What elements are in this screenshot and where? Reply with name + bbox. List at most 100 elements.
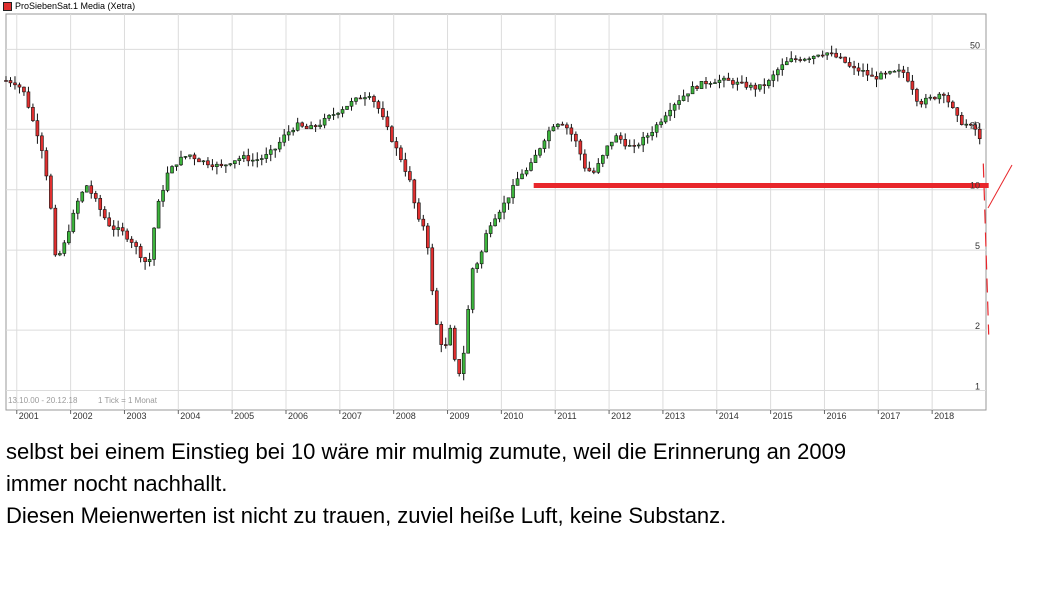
candle-down [421,218,426,227]
candle-up [529,162,533,171]
x-tick-label: 2001 [19,411,39,421]
candle-down [385,116,390,128]
x-tick-label: 2016 [826,411,846,421]
trend-line [982,163,990,335]
candle-down [946,95,951,103]
candle-up [259,158,264,160]
x-tick-label: 2004 [180,411,200,421]
candle-up [614,135,619,143]
candle-up [645,135,650,138]
candle-up [183,156,188,158]
date-range-label: 13.10.00 - 20.12.18 [8,396,78,405]
candle-up [165,172,170,191]
candle-down [358,97,363,100]
candle-down [219,163,224,167]
candle-down [560,123,565,126]
candle-up [699,81,704,89]
candle-up [75,200,80,214]
candle-down [852,65,856,69]
candle-up [605,145,610,156]
candle-down [430,247,435,292]
candle-down [134,242,138,247]
candle-up [524,170,529,175]
legend-swatch [3,1,12,11]
candle-up [470,268,475,310]
candle-down [968,123,973,126]
x-tick-label: 2002 [73,411,93,421]
candle-up [659,121,663,126]
candle-down [740,81,744,84]
candle-down [959,114,964,125]
x-tick-label: 2010 [503,411,523,421]
candle-up [327,115,331,119]
candle-up [475,263,479,269]
candle-up [767,80,771,87]
candle-down [381,108,385,118]
candle-down [874,76,879,80]
candle-down [744,81,749,88]
price-chart: 1 2 5 10 20 50 2001 2002 2003 2004 2005 2006 2007 20… [3,1,1013,421]
candle-up [156,200,161,229]
candle-down [762,84,767,87]
candle-down [574,133,578,142]
candle-down [107,217,112,227]
candle-up [600,155,605,164]
comment-text: selbst bei einem Einstieg bei 10 wäre mi… [6,436,1046,532]
candle-up [345,105,349,110]
y-axis: 1 2 5 10 20 50 [970,40,980,391]
candle-down [753,84,758,90]
candle-up [533,154,538,163]
candle-up [161,190,165,202]
candle-down [820,54,825,57]
candle-up [650,131,654,137]
candle-up [668,109,672,117]
candle-up [466,309,470,354]
candle-up [273,148,278,151]
candle-up [264,154,269,159]
candle-up [255,159,260,161]
candle-up [681,95,686,101]
candle-up [484,233,488,253]
candle-down [793,58,798,60]
y-tick-label: 5 [975,241,980,251]
candle-up [515,178,520,186]
candle-down [111,225,116,230]
x-tick-label: 2011 [557,411,576,421]
candle-down [197,158,201,163]
candle-down [35,120,40,137]
candle-down [933,96,937,100]
candle-down [950,101,955,108]
candle-up [811,55,816,60]
candle-down [22,86,26,93]
candle-up [506,197,511,204]
trend-mark [987,164,1013,209]
candle-up [758,84,762,90]
candle-down [17,84,22,88]
candle-up [717,79,722,83]
candle-up [879,72,883,80]
y-tick-label: 50 [970,40,980,50]
candle-down [915,89,919,102]
candle-up [295,122,300,131]
candle-up [654,124,659,133]
candle-up [331,114,336,116]
candle-up [789,58,794,62]
candle-down [583,153,587,169]
candle-down [125,230,129,240]
candles [4,45,982,381]
candle-down [192,154,197,160]
candle-up [354,97,358,102]
x-tick-label: 2015 [773,411,793,421]
candle-up [179,156,183,166]
candle-down [847,62,852,67]
candle-up [174,164,179,167]
candle-up [672,104,677,111]
candle-up [609,141,614,147]
candle-up [807,58,812,61]
candle-down [399,147,403,160]
candle-down [372,96,376,102]
candle-up [282,134,287,143]
x-tick-label: 2018 [934,411,954,421]
candle-down [394,141,399,149]
